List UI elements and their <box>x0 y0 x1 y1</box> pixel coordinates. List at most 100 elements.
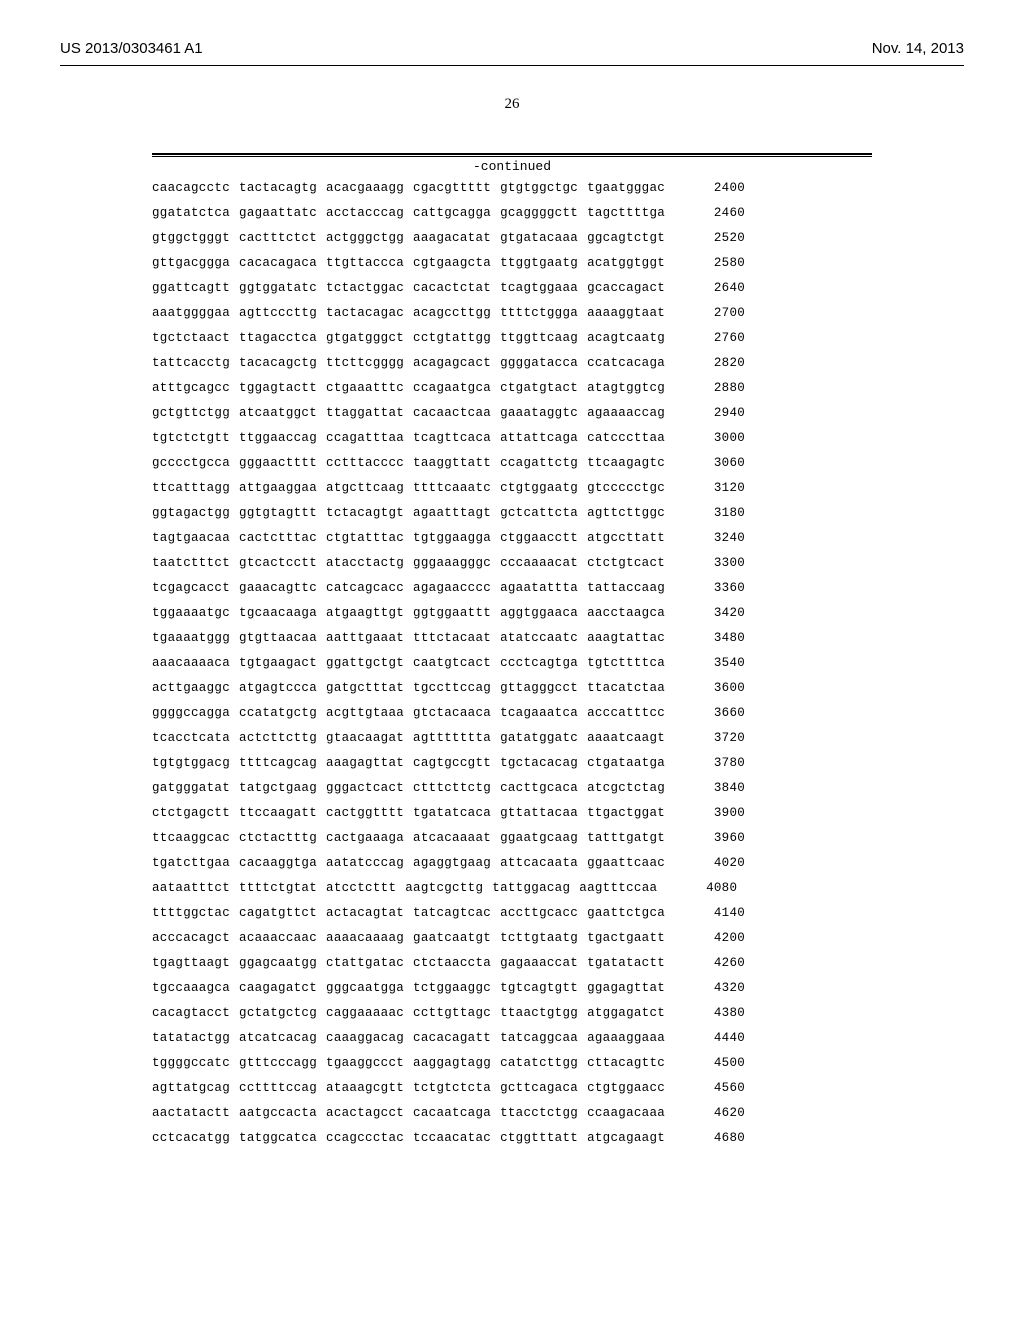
sequence-group: cacttgcaca <box>500 776 578 801</box>
sequence-block: caacagcctctactacagtgacacgaaaggcgacgttttt… <box>152 176 872 1151</box>
sequence-group: aaaatcaagt <box>587 726 665 751</box>
sequence-group: aaatggggaa <box>152 301 230 326</box>
sequence-group: caagagatct <box>239 976 317 1001</box>
sequence-group: agttcccttg <box>239 301 317 326</box>
sequence-row: cctcacatggtatggcatcaccagccctactccaacatac… <box>152 1126 872 1151</box>
sequence-group: ctgaaatttc <box>326 376 404 401</box>
sequence-groups: cacagtacctgctatgctcgcaggaaaaacccttgttagc… <box>152 1001 665 1026</box>
sequence-group: aatgccacta <box>239 1101 317 1126</box>
sequence-group: aacctaagca <box>587 601 665 626</box>
sequence-group: ttgactggat <box>587 801 665 826</box>
sequence-position: 3300 <box>695 551 745 576</box>
sequence-groups: acccacagctacaaaccaacaaaacaaaaggaatcaatgt… <box>152 926 665 951</box>
sequence-group: tgactgaatt <box>587 926 665 951</box>
page-number: 26 <box>60 96 964 113</box>
sequence-group: agaatttagt <box>413 501 491 526</box>
sequence-group: ttcaagagtc <box>587 451 665 476</box>
sequence-group: ttggaaccag <box>239 426 317 451</box>
sequence-group: agttatgcag <box>152 1076 230 1101</box>
sequence-group: aaggagtagg <box>413 1051 491 1076</box>
sequence-group: caatgtcact <box>413 651 491 676</box>
sequence-group: ggtagactgg <box>152 501 230 526</box>
sequence-groups: ctctgagcttttccaagattcactggtttttgatatcaca… <box>152 801 665 826</box>
sequence-group: acaaaccaac <box>239 926 317 951</box>
sequence-position: 3240 <box>695 526 745 551</box>
sequence-group: aaaacaaaag <box>326 926 404 951</box>
sequence-position: 3420 <box>695 601 745 626</box>
sequence-group: catatcttgg <box>500 1051 578 1076</box>
sequence-group: ttttcaaatc <box>413 476 491 501</box>
sequence-groups: agttatgcagccttttccagataaagcgtttctgtctcta… <box>152 1076 665 1101</box>
sequence-group: cattgcagga <box>413 201 491 226</box>
sequence-groups: acttgaaggcatgagtcccagatgctttattgccttccag… <box>152 676 665 701</box>
sequence-group: tcagttcaca <box>413 426 491 451</box>
sequence-group: ccatcacaga <box>587 351 665 376</box>
sequence-row: gttgacgggacacacagacattgttacccacgtgaagcta… <box>152 251 872 276</box>
sequence-group: ccttgttagc <box>413 1001 491 1026</box>
sequence-group: aaacaaaaca <box>152 651 230 676</box>
sequence-group: acctacccag <box>326 201 404 226</box>
sequence-group: cacactctat <box>413 276 491 301</box>
sequence-group: aaagtattac <box>587 626 665 651</box>
sequence-group: gcaggggctt <box>500 201 578 226</box>
sequence-group: tcgagcacct <box>152 576 230 601</box>
sequence-group: tgccttccag <box>413 676 491 701</box>
sequence-position: 2940 <box>695 401 745 426</box>
sequence-row: tgtgtggacgttttcagcagaaagagttatcagtgccgtt… <box>152 751 872 776</box>
sequence-position: 4320 <box>695 976 745 1001</box>
sequence-row: aaacaaaacatgtgaagactggattgctgtcaatgtcact… <box>152 651 872 676</box>
sequence-group: attcacaata <box>500 851 578 876</box>
sequence-groups: gatgggatattatgctgaaggggactcactctttcttctg… <box>152 776 665 801</box>
sequence-group: tttctacaat <box>413 626 491 651</box>
sequence-group: gagaaaccat <box>500 951 578 976</box>
sequence-row: tgatcttgaacacaaggtgaaatatcccagagaggtgaag… <box>152 851 872 876</box>
sequence-groups: tgatcttgaacacaaggtgaaatatcccagagaggtgaag… <box>152 851 665 876</box>
publication-date: Nov. 14, 2013 <box>872 40 964 57</box>
sequence-group: atggagatct <box>587 1001 665 1026</box>
sequence-group: ataaagcgtt <box>326 1076 404 1101</box>
sequence-group: gaaataggtc <box>500 401 578 426</box>
sequence-row: tgaaaatggggtgttaacaaaatttgaaattttctacaat… <box>152 626 872 651</box>
sequence-row: cacagtacctgctatgctcgcaggaaaaacccttgttagc… <box>152 1001 872 1026</box>
sequence-group: ggattgctgt <box>326 651 404 676</box>
sequence-group: gtgttaacaa <box>239 626 317 651</box>
sequence-row: tggaaaatgctgcaacaagaatgaagttgtggtggaattt… <box>152 601 872 626</box>
sequence-position: 3720 <box>695 726 745 751</box>
sequence-group: actcttcttg <box>239 726 317 751</box>
sequence-group: ggagagttat <box>587 976 665 1001</box>
sequence-groups: ggattcagttggtggatatctctactggaccacactctat… <box>152 276 665 301</box>
sequence-position: 2880 <box>695 376 745 401</box>
sequence-groups: aactatacttaatgccactaacactagcctcacaatcaga… <box>152 1101 665 1126</box>
sequence-group: gttagggcct <box>500 676 578 701</box>
sequence-position: 4560 <box>695 1076 745 1101</box>
sequence-group: ttagacctca <box>239 326 317 351</box>
patent-header: US 2013/0303461 A1 Nov. 14, 2013 <box>60 40 964 57</box>
sequence-group: acacgaaagg <box>326 176 404 201</box>
sequence-groups: tgagttaagtggagcaatggctattgatacctctaaccta… <box>152 951 665 976</box>
sequence-groups: gctgttctggatcaatggctttaggattatcacaactcaa… <box>152 401 665 426</box>
sequence-group: gttgacggga <box>152 251 230 276</box>
sequence-position: 4500 <box>695 1051 745 1076</box>
sequence-group: ctgtggaatg <box>500 476 578 501</box>
sequence-group: ttggttcaag <box>500 326 578 351</box>
sequence-position: 2820 <box>695 351 745 376</box>
sequence-group: atagtggtcg <box>587 376 665 401</box>
sequence-group: aatttgaaat <box>326 626 404 651</box>
sequence-group: agagaacccc <box>413 576 491 601</box>
sequence-position: 3840 <box>695 776 745 801</box>
sequence-group: tagtgaacaa <box>152 526 230 551</box>
sequence-group: acccatttcc <box>587 701 665 726</box>
sequence-groups: ggggccaggaccatatgctgacgttgtaaagtctacaaca… <box>152 701 665 726</box>
sequence-group: gggactcact <box>326 776 404 801</box>
sequence-position: 3600 <box>695 676 745 701</box>
sequence-group: cactctttac <box>239 526 317 551</box>
sequence-position: 4680 <box>695 1126 745 1151</box>
sequence-group: tactacagtg <box>239 176 317 201</box>
sequence-group: ggggccagga <box>152 701 230 726</box>
sequence-position: 3960 <box>695 826 745 851</box>
sequence-group: ttcatttagg <box>152 476 230 501</box>
sequence-group: accttgcacc <box>500 901 578 926</box>
sequence-position: 2700 <box>695 301 745 326</box>
sequence-position: 4380 <box>695 1001 745 1026</box>
sequence-group: aataatttct <box>152 876 230 901</box>
